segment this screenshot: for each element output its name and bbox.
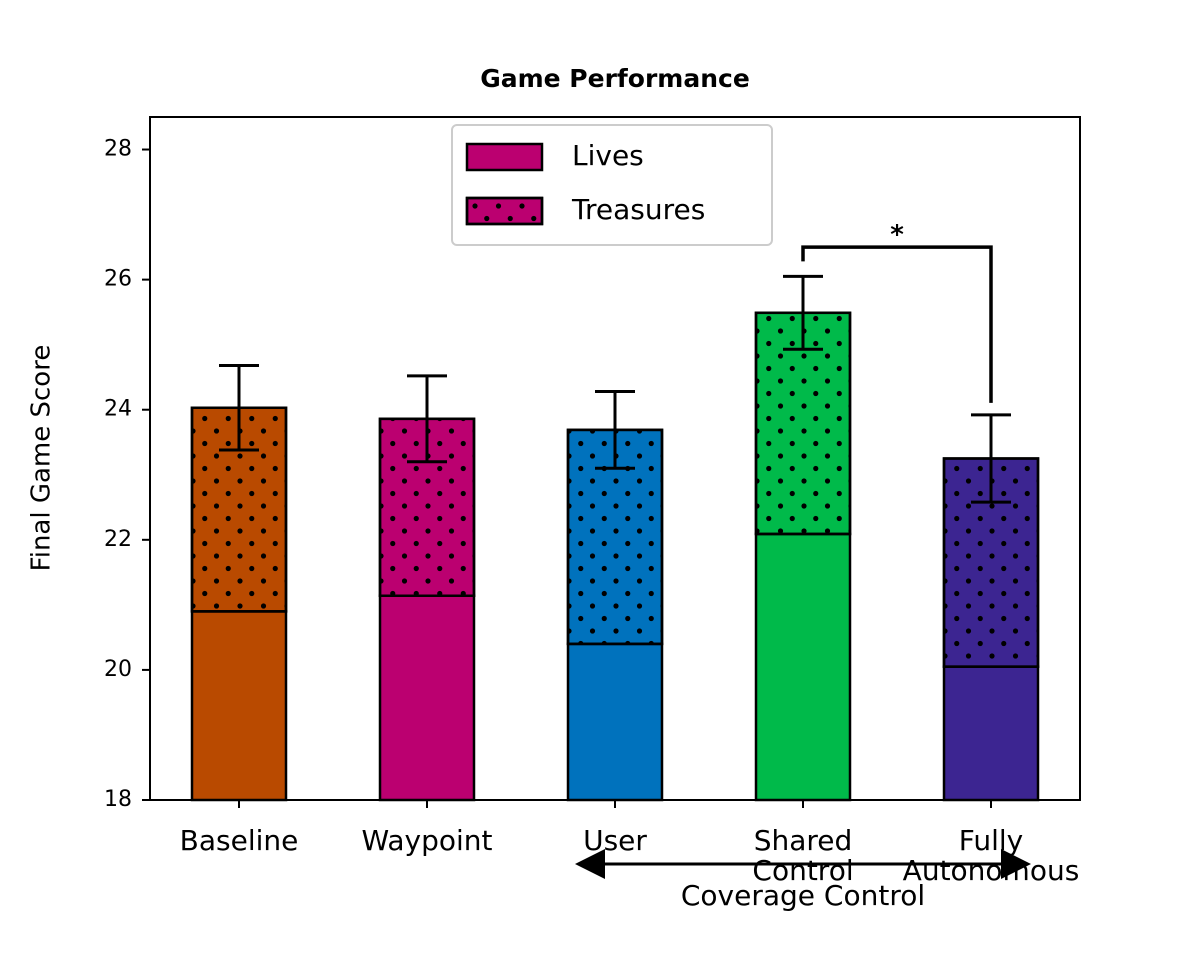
bar-segment <box>378 594 476 802</box>
x-tick-label: Fully Autonomous <box>902 824 1080 887</box>
error-bar <box>219 363 259 452</box>
legend-hatch <box>465 196 544 226</box>
significance-bracket <box>801 245 993 403</box>
y-axis-label: Final Game Score <box>27 345 57 572</box>
chart-title: Game Performance <box>480 64 750 93</box>
y-tick-label: 24 <box>104 397 132 422</box>
bar-segment <box>190 610 288 802</box>
error-bar <box>783 274 823 351</box>
legend-label: Treasures <box>571 193 705 226</box>
legend-swatch <box>465 142 544 172</box>
y-tick-label: 28 <box>104 137 132 162</box>
bar-segment <box>566 642 664 802</box>
significance-label: * <box>890 220 904 250</box>
y-tick-label: 22 <box>104 527 132 552</box>
error-bar <box>407 374 447 464</box>
x-tick-label: Waypoint <box>361 824 493 857</box>
error-bar <box>595 390 635 470</box>
bar-segment <box>754 532 852 802</box>
x-axis-label: Coverage Control <box>681 879 925 912</box>
plot-frame <box>149 116 1081 801</box>
error-bar <box>971 413 1011 504</box>
legend-label: Lives <box>572 139 644 172</box>
y-tick-label: 26 <box>104 267 132 292</box>
bar-segment <box>942 665 1040 802</box>
x-tick-label: Baseline <box>179 824 299 857</box>
x-tick-label: User <box>583 824 647 857</box>
y-tick-label: 18 <box>104 787 132 812</box>
x-tick-label: Shared Control <box>752 824 854 887</box>
y-tick-label: 20 <box>104 657 132 682</box>
